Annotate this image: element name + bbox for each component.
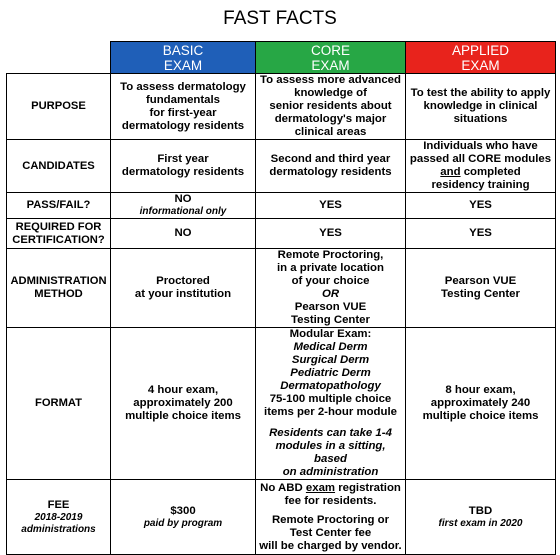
row-purpose: PURPOSE To assess dermatology fundamental…	[6, 73, 556, 140]
label-candidates: CANDIDATES	[6, 139, 111, 193]
fee-core: No ABD exam registration fee for residen…	[255, 479, 406, 555]
fee-applied: TBD first exam in 2020	[405, 479, 556, 555]
candidates-basic: First year dermatology residents	[110, 139, 256, 193]
required-core: YES	[255, 218, 406, 249]
format-basic: 4 hour exam, approximately 200 multiple ch…	[110, 327, 256, 480]
header-basic-exam: BASIC EXAM	[110, 41, 256, 74]
administration-applied: Pearson VUE Testing Center	[405, 248, 556, 328]
label-pass-fail: PASS/FAIL?	[6, 192, 111, 219]
format-core: Modular Exam: Medical Derm Surgical Derm…	[255, 327, 406, 480]
header-row: BASIC EXAM CORE EXAM APPLIED EXAM	[6, 41, 556, 74]
row-candidates: CANDIDATES First year dermatology residen…	[6, 139, 556, 193]
passfail-core: YES	[255, 192, 406, 219]
required-applied: YES	[405, 218, 556, 249]
underlined-exam: exam	[305, 481, 336, 494]
row-fee: FEE 2018-2019 administrations $300 paid …	[6, 479, 556, 555]
header-applied-exam: APPLIED EXAM	[405, 41, 556, 74]
label-format: FORMAT	[6, 327, 111, 480]
header-core-exam: CORE EXAM	[255, 41, 406, 74]
row-administration: ADMINISTRATION METHOD Proctored at your in…	[6, 248, 556, 328]
row-required: REQUIRED FOR CERTIFICATION? NO YES YES	[6, 218, 556, 249]
administration-core: Remote Proctoring, in a private location o…	[255, 248, 406, 328]
purpose-core: To assess more advanced knowledge of senio…	[255, 73, 406, 140]
format-applied: 8 hour exam, approximately 240 multiple ch…	[405, 327, 556, 480]
label-administration-method: ADMINISTRATION METHOD	[6, 248, 111, 328]
label-fee: FEE 2018-2019 administrations	[6, 479, 111, 555]
administration-basic: Proctored at your institution	[110, 248, 256, 328]
passfail-applied: YES	[405, 192, 556, 219]
fee-basic: $300 paid by program	[110, 479, 256, 555]
row-format: FORMAT 4 hour exam, approximately 200 mult…	[6, 327, 556, 480]
purpose-basic: To assess dermatology fundamentals for fir…	[110, 73, 256, 140]
label-required-for-certification: REQUIRED FOR CERTIFICATION?	[6, 218, 111, 249]
required-basic: NO	[110, 218, 256, 249]
passfail-basic: NO informational only	[110, 192, 256, 219]
underlined-and: and	[440, 166, 461, 178]
candidates-applied: Individuals who have passed all CORE mod…	[405, 139, 556, 193]
row-pass-fail: PASS/FAIL? NO informational only YES YES	[6, 192, 556, 219]
corner-cell	[6, 41, 111, 74]
label-purpose: PURPOSE	[6, 73, 111, 140]
purpose-applied: To test the ability to apply knowledge in…	[405, 73, 556, 140]
candidates-core: Second and third year dermatology residen…	[255, 139, 406, 193]
fast-facts-table: BASIC EXAM CORE EXAM APPLIED EXAM PURPOSE T…	[6, 41, 556, 555]
page-title: FAST FACTS	[223, 8, 337, 29]
